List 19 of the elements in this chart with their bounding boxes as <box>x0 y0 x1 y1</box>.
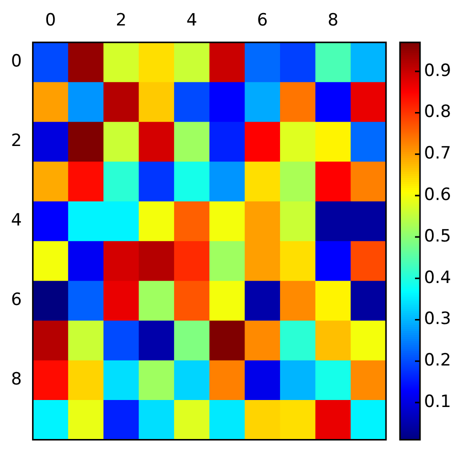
color-bar-label: 0.6 <box>424 184 452 205</box>
x-tick-label: 6 <box>256 10 268 31</box>
color-bar-label: 0.1 <box>424 392 452 412</box>
x-tick-label: 8 <box>328 10 338 31</box>
y-tick-label: 8 <box>10 370 22 390</box>
color-bar-label: 0.9 <box>424 60 452 81</box>
y-tick-label: 4 <box>10 210 22 231</box>
x-tick-label: 2 <box>116 10 127 31</box>
color-bar-label: 0.3 <box>424 309 452 330</box>
y-tick-label: 2 <box>10 131 22 152</box>
x-tick-label: 0 <box>45 10 56 31</box>
y-tick-label: 6 <box>10 290 22 310</box>
color-bar-label: 0.2 <box>424 350 452 371</box>
y-tick-label: 0 <box>10 52 22 72</box>
x-tick-label: 4 <box>186 10 198 31</box>
color-bar-label: 0.5 <box>424 226 452 246</box>
color-bar-label: 0.7 <box>424 144 452 164</box>
color-bar-label: 0.4 <box>424 268 452 288</box>
color-bar-label: 0.8 <box>424 102 452 122</box>
